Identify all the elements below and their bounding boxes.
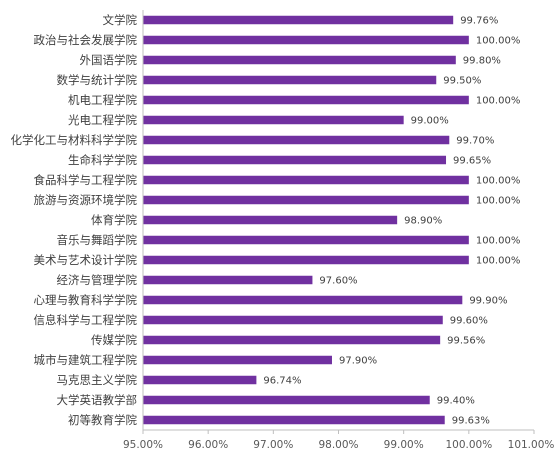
category-label-14: 心理与教育科学学院 (34, 293, 138, 307)
category-label-15: 信息科学与工程学院 (34, 313, 138, 327)
x-tick-label-0: 95.00% (123, 439, 163, 451)
value-label-6: 99.70% (456, 136, 494, 147)
value-label-18: 96.74% (263, 376, 301, 387)
category-label-20: 初等教育学院 (68, 413, 137, 427)
bar-12 (143, 255, 469, 265)
value-label-0: 99.76% (460, 16, 498, 27)
category-label-0: 文学院 (103, 13, 138, 27)
x-tick-label-3: 98.00% (318, 439, 358, 451)
category-label-3: 数学与统计学院 (57, 73, 138, 87)
value-label-11: 100.00% (476, 236, 521, 247)
category-label-18: 马克思主义学院 (57, 373, 138, 387)
category-label-5: 光电工程学院 (68, 113, 137, 127)
bar-8 (143, 175, 469, 185)
bar-18 (143, 375, 257, 385)
category-label-16: 传媒学院 (91, 333, 137, 347)
category-label-17: 城市与建筑工程学院 (34, 353, 138, 367)
category-label-7: 生命科学学院 (68, 153, 137, 167)
category-label-10: 体育学院 (91, 213, 137, 227)
value-label-2: 99.80% (463, 56, 501, 67)
category-labels-group: 文学院政治与社会发展学院外国语学院数学与统计学院机电工程学院光电工程学院化学化工… (11, 13, 138, 427)
value-label-9: 100.00% (476, 196, 521, 207)
bars-group (143, 15, 469, 425)
category-label-19: 大学英语教学部 (57, 393, 138, 407)
x-tick-label-1: 96.00% (188, 439, 228, 451)
x-tick-label-2: 97.00% (253, 439, 293, 451)
bar-6 (143, 135, 450, 145)
category-label-6: 化学化工与材料科学学院 (11, 133, 138, 147)
category-label-13: 经济与管理学院 (57, 273, 138, 287)
bar-15 (143, 315, 443, 325)
bar-4 (143, 95, 469, 105)
bar-2 (143, 55, 456, 65)
bar-20 (143, 415, 445, 425)
x-tick-label-6: 101.00% (508, 439, 555, 451)
bar-9 (143, 195, 469, 205)
category-label-4: 机电工程学院 (68, 93, 137, 107)
value-label-3: 99.50% (443, 76, 481, 87)
value-label-20: 99.63% (452, 416, 490, 427)
category-label-12: 美术与艺术设计学院 (34, 253, 138, 267)
bar-16 (143, 335, 441, 345)
bar-7 (143, 155, 447, 165)
value-label-16: 99.56% (447, 336, 485, 347)
value-label-13: 97.60% (319, 276, 357, 287)
value-label-12: 100.00% (476, 256, 521, 267)
x-tick-label-4: 99.00% (384, 439, 424, 451)
bar-17 (143, 355, 332, 365)
value-label-14: 99.90% (469, 296, 507, 307)
value-label-7: 99.65% (453, 156, 491, 167)
bar-10 (143, 215, 398, 225)
category-label-1: 政治与社会发展学院 (34, 33, 138, 47)
value-label-8: 100.00% (476, 176, 521, 187)
category-label-9: 旅游与资源环境学院 (34, 193, 138, 207)
category-label-8: 食品科学与工程学院 (34, 173, 138, 187)
category-label-11: 音乐与舞蹈学院 (57, 233, 138, 247)
bar-19 (143, 395, 430, 405)
bar-0 (143, 15, 454, 25)
value-label-17: 97.90% (339, 356, 377, 367)
value-label-19: 99.40% (437, 396, 475, 407)
bar-11 (143, 235, 469, 245)
bar-5 (143, 115, 404, 125)
bar-13 (143, 275, 313, 285)
x-ticks-group: 95.00% 96.00% 97.00% 98.00% 99.00% 100.00% 101… (123, 430, 554, 451)
category-label-2: 外国语学院 (80, 53, 138, 67)
value-labels-group: 99.76% 100.00% 99.80% 99.50% 100.00% 99.00% 99… (263, 16, 520, 427)
value-label-15: 99.60% (450, 316, 488, 327)
bar-14 (143, 295, 463, 305)
value-label-5: 99.00% (411, 116, 449, 127)
value-label-4: 100.00% (476, 96, 521, 107)
bar-1 (143, 35, 469, 45)
bar-3 (143, 75, 437, 85)
value-label-10: 98.90% (404, 216, 442, 227)
value-label-1: 100.00% (476, 36, 521, 47)
x-tick-label-5: 100.00% (445, 439, 492, 451)
